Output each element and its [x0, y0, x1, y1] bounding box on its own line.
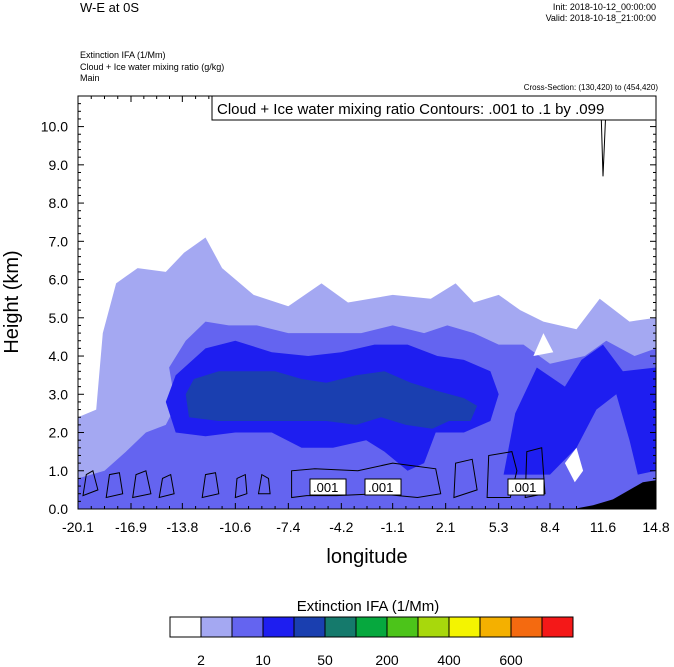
y-tick-label: 1.0 [49, 463, 69, 479]
y-tick-label: 9.0 [49, 157, 69, 173]
contour-line [201, 472, 220, 499]
x-tick-label: 14.8 [642, 519, 669, 535]
contour-value-label: .001 [309, 478, 347, 496]
extinction-region-high [503, 344, 656, 475]
terrain [573, 480, 656, 509]
colorbar-swatch [169, 616, 202, 638]
y-axis-title: Height (km) [1, 250, 23, 353]
x-tick-label: 11.6 [590, 519, 616, 535]
x-tick-label: 2.1 [436, 519, 456, 535]
colorbar: 2 10 50 200 400 600 [169, 616, 574, 667]
colorbar-tick-label: 600 [499, 652, 523, 667]
x-tick-label: -20.1 [62, 519, 94, 535]
contour-info-label: Cloud + Ice water mixing ratio Contours:… [217, 101, 604, 118]
y-tick-label: 4.0 [49, 348, 69, 364]
colorbar-swatch [541, 616, 574, 638]
mixing-ratio-contours [82, 118, 606, 499]
x-tick-label: 5.3 [489, 519, 509, 535]
contour-info-box [211, 95, 657, 121]
contour-line [486, 451, 518, 498]
x-tick-label: 8.4 [540, 519, 560, 535]
extinction-fill [78, 237, 656, 509]
svg-text:.001: .001 [313, 480, 338, 495]
y-tick-label: 8.0 [49, 195, 69, 211]
colorbar-tick-label: 200 [375, 652, 399, 667]
init-time: Init: 2018-10-12_00:00:00 [552, 2, 656, 12]
contour-value-label: .001 [507, 478, 545, 496]
contour-line [158, 473, 175, 499]
x-tick-label: -13.8 [166, 519, 198, 535]
contour-line [453, 458, 478, 499]
extinction-region-clear [78, 340, 100, 414]
colorbar-swatch [417, 616, 450, 638]
x-tick-label: -7.4 [276, 519, 300, 535]
colorbar-swatch [479, 616, 512, 638]
colorbar-swatch [355, 616, 388, 638]
colorbar-tick-label: 50 [317, 652, 333, 667]
x-tick-label: -10.6 [219, 519, 251, 535]
y-tick-label: 5.0 [49, 310, 69, 326]
colorbar-swatch [293, 616, 326, 638]
contour-line [82, 470, 99, 497]
colorbar-swatch [510, 616, 543, 638]
extinction-region-core [185, 371, 478, 429]
colorbar-swatch [262, 616, 295, 638]
contour-value-label: .001 [364, 478, 402, 496]
colorbar-swatch [324, 616, 357, 638]
y-tick-label: 3.0 [49, 386, 69, 402]
cross-section-label: Cross-Section: (130,420) to (454,420) [523, 83, 658, 92]
field-line-3: Main [80, 73, 100, 83]
colorbar-swatch [231, 616, 264, 638]
y-tick-label: 6.0 [49, 272, 69, 288]
y-tick-label: 2.0 [49, 425, 69, 441]
y-tick-label: 7.0 [49, 233, 69, 249]
extinction-region-clear [564, 447, 584, 483]
y-tick-label: 0.0 [49, 501, 69, 517]
field-line-2: Cloud + Ice water mixing ratio (g/kg) [80, 62, 225, 72]
colorbar-tick-label: 10 [255, 652, 271, 667]
colorbar-swatch [386, 616, 419, 638]
plot-title: W-E at 0S [80, 0, 140, 15]
contour-line [291, 462, 442, 499]
contour-line [257, 473, 271, 495]
contour-line [132, 470, 152, 499]
x-tick-label: -4.2 [329, 519, 353, 535]
axes: -20.1 -16.9 -13.8 -10.6 -7.4 -4.2 -1.1 2.1 5.3 8.… [41, 95, 670, 535]
extinction-region-clear [533, 333, 554, 356]
x-tick-label: -1.1 [381, 519, 405, 535]
colorbar-swatch [448, 616, 481, 638]
svg-text:.001: .001 [368, 480, 393, 495]
field-line-1: Extinction IFA (1/Mm) [80, 50, 166, 60]
colorbar-title: Extinction IFA (1/Mm) [297, 598, 440, 615]
colorbar-tick-label: 400 [437, 652, 461, 667]
x-axis-title: longitude [326, 546, 407, 568]
contour-line [600, 118, 606, 177]
colorbar-swatch [200, 616, 233, 638]
x-tick-label: -16.9 [115, 519, 147, 535]
valid-time: Valid: 2018-10-18_21:00:00 [545, 13, 656, 23]
colorbar-tick-label: 2 [197, 652, 205, 667]
svg-text:.001: .001 [511, 480, 536, 495]
y-tick-label: 10.0 [41, 119, 68, 135]
contour-line [234, 473, 248, 499]
contour-line [105, 472, 124, 499]
